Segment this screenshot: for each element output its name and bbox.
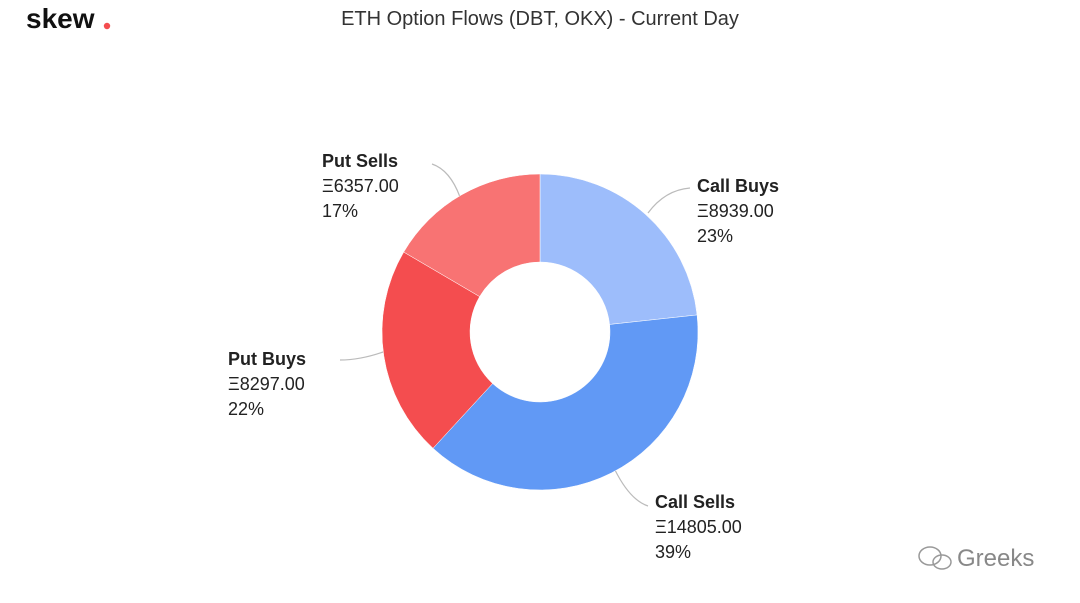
watermark-text: Greeks bbox=[957, 545, 1034, 572]
donut-slice bbox=[381, 251, 493, 449]
value-label: Ξ8939.00 bbox=[697, 201, 774, 221]
leader-line bbox=[431, 163, 461, 198]
slice-name: Put Buys bbox=[228, 349, 306, 369]
share-label: 17% bbox=[322, 201, 358, 221]
donut-slice bbox=[403, 173, 541, 297]
donut-slice bbox=[539, 173, 698, 325]
donut-slice bbox=[432, 314, 699, 491]
share-label: 39% bbox=[655, 542, 691, 562]
slice-name: Put Sells bbox=[322, 151, 398, 171]
value-label: Ξ8297.00 bbox=[228, 374, 305, 394]
leader-line bbox=[647, 187, 691, 214]
slice-name: Call Buys bbox=[697, 176, 779, 196]
leader-line bbox=[339, 351, 384, 361]
leader-lines bbox=[339, 163, 691, 507]
value-label: Ξ14805.00 bbox=[655, 517, 742, 537]
leader-line bbox=[614, 469, 649, 507]
share-label: 22% bbox=[228, 399, 264, 419]
share-label: 23% bbox=[697, 226, 733, 246]
logo: skew bbox=[26, 3, 95, 34]
watermark-icon bbox=[918, 546, 942, 566]
watermark: Greeks bbox=[918, 545, 1034, 572]
logo-dot bbox=[103, 22, 111, 30]
slice-name: Call Sells bbox=[655, 492, 735, 512]
value-label: Ξ6357.00 bbox=[322, 176, 399, 196]
chart-title: ETH Option Flows (DBT, OKX) - Current Da… bbox=[341, 8, 739, 30]
watermark-icon bbox=[932, 554, 952, 570]
